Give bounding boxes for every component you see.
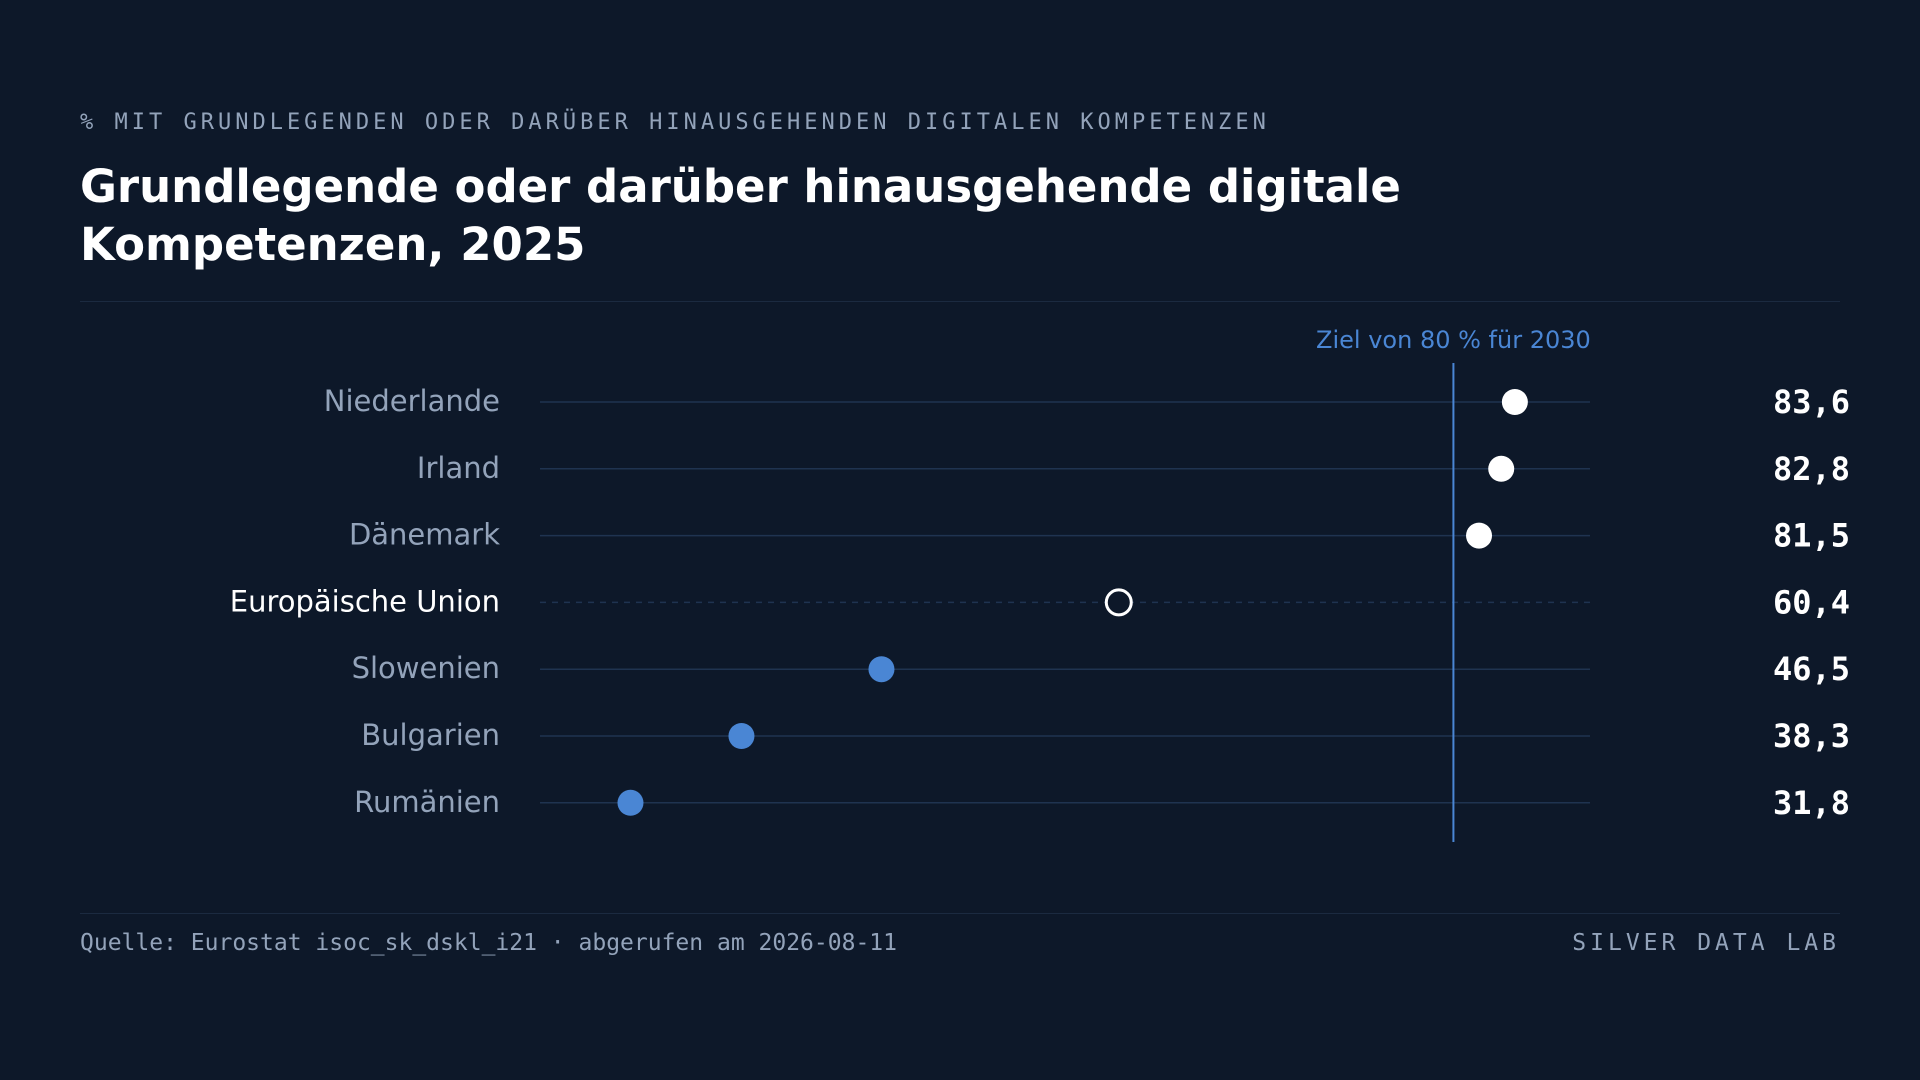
category-label: Europäische Union: [230, 584, 500, 618]
data-point: [617, 789, 644, 816]
value-labels: 83,6 82,8 81,5 60,4 46,5 38,3 31,8: [1773, 383, 1850, 822]
value-label: 81,5: [1773, 517, 1850, 555]
chart-title: Grundlegende oder darüber hinausgehende …: [80, 160, 1401, 271]
data-point: [1466, 522, 1493, 549]
target-label: Ziel von 80 % für 2030: [1316, 326, 1591, 354]
category-label: Rumänien: [354, 785, 500, 819]
value-label: 83,6: [1773, 383, 1850, 421]
value-label: 38,3: [1773, 717, 1850, 755]
value-label: 46,5: [1773, 650, 1850, 688]
value-label: 60,4: [1773, 583, 1850, 621]
data-point: [868, 656, 895, 683]
brand-label: SILVER DATA LAB: [1572, 930, 1840, 956]
chart-kicker: % MIT GRUNDLEGENDEN ODER DARÜBER HINAUSG…: [80, 110, 1270, 135]
header-divider: [80, 301, 1840, 302]
category-label: Slowenien: [352, 651, 500, 685]
category-label: Bulgarien: [361, 718, 500, 752]
source-note: Quelle: Eurostat isoc_sk_dskl_i21 · abge…: [80, 930, 897, 956]
data-point: [1501, 389, 1528, 415]
category-label: Niederlande: [324, 384, 500, 418]
data-point: [1104, 588, 1133, 617]
data-dots: [617, 389, 1528, 816]
track-lines: [540, 401, 1590, 804]
value-label: 82,8: [1773, 450, 1850, 488]
footer-divider: [80, 913, 1840, 914]
category-label: Irland: [417, 451, 500, 485]
value-label: 31,8: [1773, 784, 1850, 822]
data-point: [1488, 455, 1515, 482]
row-labels: Niederlande Irland Dänemark Europäische Uni…: [230, 384, 500, 819]
data-point: [728, 723, 755, 749]
category-label: Dänemark: [349, 518, 500, 552]
